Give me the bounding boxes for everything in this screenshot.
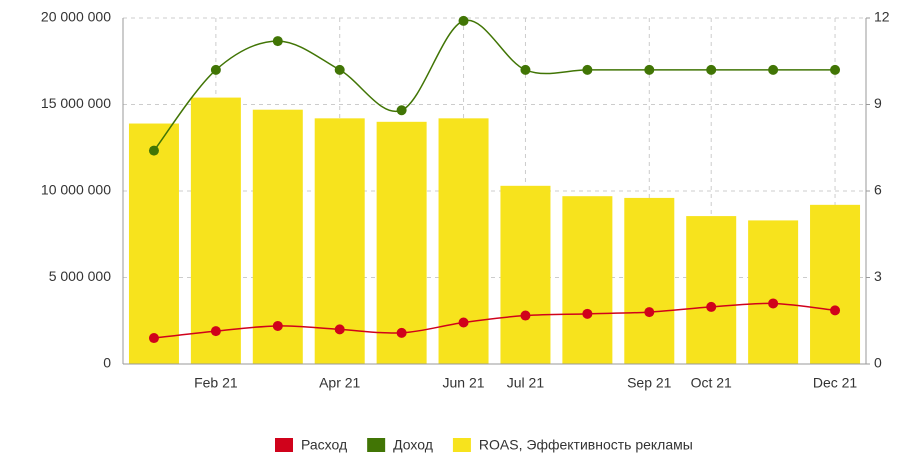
bar xyxy=(128,123,179,364)
point xyxy=(458,317,469,328)
point xyxy=(148,333,159,344)
bar xyxy=(686,216,737,364)
x-tick-label: Jul 21 xyxy=(507,375,545,391)
x-tick-label: Sep 21 xyxy=(627,375,672,391)
point xyxy=(272,36,283,47)
point xyxy=(582,64,593,75)
line xyxy=(153,302,836,339)
y2-tick-label: 0 xyxy=(874,355,882,371)
legend-label: ROAS, Эффективность рекламы xyxy=(479,437,693,453)
point xyxy=(830,305,841,316)
x-tick-label: Feb 21 xyxy=(194,375,238,391)
point xyxy=(210,326,221,337)
point xyxy=(830,64,841,75)
bar xyxy=(376,121,427,364)
point xyxy=(272,320,283,331)
x-tick-label: Oct 21 xyxy=(691,375,732,391)
y2-tick-label: 9 xyxy=(874,95,882,111)
point xyxy=(768,64,779,75)
legend-swatch xyxy=(275,438,293,452)
point xyxy=(582,308,593,319)
y-tick-label: 0 xyxy=(103,355,111,371)
point xyxy=(644,307,655,318)
point xyxy=(768,298,779,309)
point xyxy=(210,64,221,75)
legend-label: Доход xyxy=(393,437,433,453)
point xyxy=(520,64,531,75)
y2-tick-label: 6 xyxy=(874,182,882,198)
bar xyxy=(562,196,613,364)
point xyxy=(396,105,407,116)
point xyxy=(334,64,345,75)
legend-swatch xyxy=(452,438,471,452)
x-tick-label: Apr 21 xyxy=(319,375,360,391)
y2-tick-label: 12 xyxy=(874,9,890,25)
bar xyxy=(748,220,799,364)
bar xyxy=(314,118,365,364)
point xyxy=(458,15,469,26)
y-tick-label: 5 000 000 xyxy=(49,268,111,284)
y2-tick-label: 3 xyxy=(874,268,882,284)
legend-swatch xyxy=(367,438,386,452)
y-tick-label: 10 000 000 xyxy=(41,182,111,198)
bar xyxy=(500,185,551,364)
bar xyxy=(190,97,241,364)
legend-label: Расход xyxy=(301,437,347,453)
bar xyxy=(624,197,675,364)
point xyxy=(148,145,159,156)
x-tick-label: Jun 21 xyxy=(443,375,485,391)
y-tick-label: 15 000 000 xyxy=(41,95,111,111)
point xyxy=(706,64,717,75)
point xyxy=(706,301,717,312)
bar xyxy=(810,204,861,364)
y-tick-label: 20 000 000 xyxy=(41,9,111,25)
point xyxy=(334,324,345,335)
x-tick-label: Dec 21 xyxy=(813,375,858,391)
point xyxy=(644,64,655,75)
point xyxy=(520,310,531,321)
point xyxy=(396,327,407,338)
